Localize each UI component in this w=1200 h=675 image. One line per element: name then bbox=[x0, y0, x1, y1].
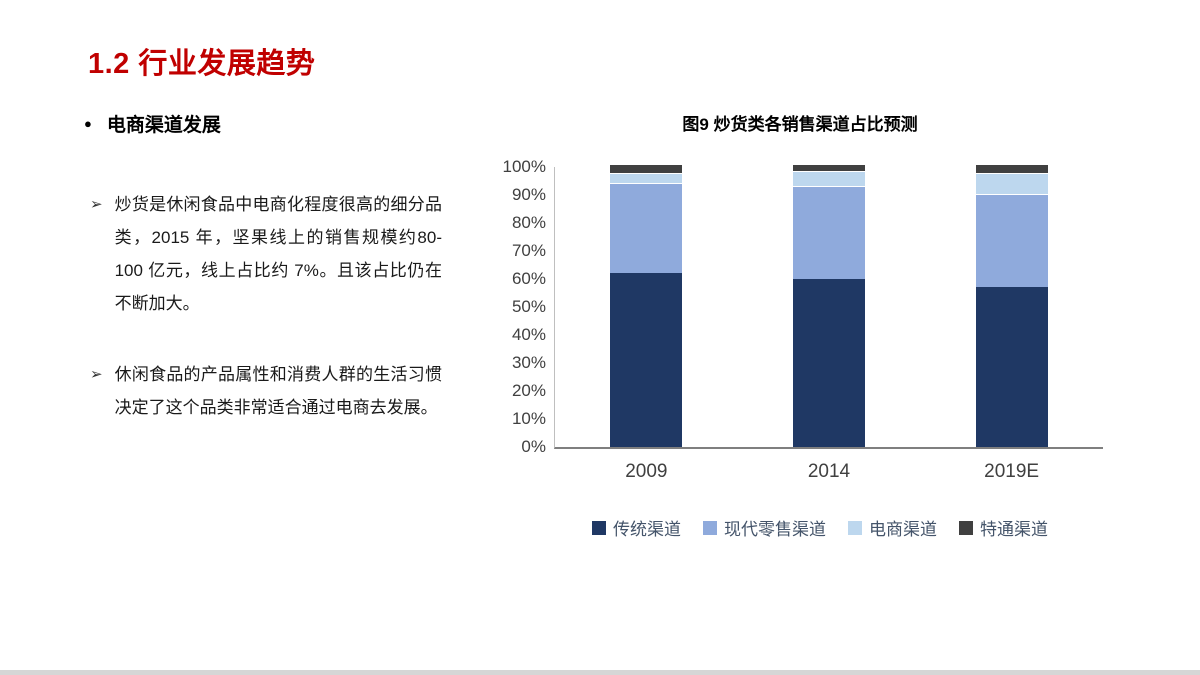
y-axis-tick-label: 40% bbox=[511, 325, 546, 344]
y-axis: 100% 90% 80% 70% 60% 50% 40% 30% 20% 10% 0% bbox=[490, 157, 554, 456]
y-axis-tick-label: 10% bbox=[511, 409, 546, 428]
legend-swatch-icon bbox=[848, 520, 862, 535]
chart-legend: 传统渠道 现代零售渠道 电商渠道 特通渠道 bbox=[490, 515, 1150, 540]
bar-column: 2014 bbox=[792, 164, 865, 482]
stacked-bar bbox=[610, 164, 683, 447]
paragraph-text: 休闲食品的产品属性和消费人群的生活习惯决定了这个品类非常适合通过电商去发展。 bbox=[114, 365, 442, 417]
arrow-bullet-icon: ➢ bbox=[90, 196, 103, 213]
bar-segment bbox=[792, 279, 865, 447]
y-axis-tick-label: 80% bbox=[511, 213, 546, 232]
y-axis-tick-label: 60% bbox=[511, 269, 546, 288]
x-axis-label: 2009 bbox=[625, 461, 668, 482]
paragraph: ➢ 炒货是休闲食品中电商化程度很高的细分品类，2015 年，坚果线上的销售规模约… bbox=[90, 188, 442, 320]
bar-column: 2009 bbox=[610, 164, 683, 482]
chart-title: 图9 炒货类各销售渠道占比预测 bbox=[682, 115, 918, 134]
bar-segment bbox=[610, 273, 683, 447]
bar-segment bbox=[975, 164, 1048, 174]
legend-item: 传统渠道 bbox=[592, 515, 681, 540]
paragraph: ➢ 休闲食品的产品属性和消费人群的生活习惯决定了这个品类非常适合通过电商去发展。 bbox=[90, 358, 442, 424]
chart-block: 图9 炒货类各销售渠道占比预测 100% 90% 80% 70% 60% 50% 40% 30… bbox=[490, 110, 1150, 540]
bar-segment bbox=[610, 164, 683, 174]
section-title: 电商渠道发展 bbox=[106, 115, 221, 136]
y-axis-tick-label: 70% bbox=[511, 241, 546, 260]
y-axis-tick-label: 30% bbox=[511, 353, 546, 372]
slide-bottom-border bbox=[0, 670, 1200, 675]
legend-item: 电商渠道 bbox=[848, 515, 937, 540]
legend-swatch-icon bbox=[592, 520, 606, 535]
legend-item: 现代零售渠道 bbox=[703, 515, 826, 540]
text-column: ➢ 炒货是休闲食品中电商化程度很高的细分品类，2015 年，坚果线上的销售规模约… bbox=[90, 188, 442, 462]
legend-item: 特通渠道 bbox=[959, 515, 1048, 540]
x-axis-label: 2019E bbox=[984, 461, 1040, 482]
y-axis-tick-label: 100% bbox=[502, 157, 546, 176]
bar-segment bbox=[975, 287, 1048, 447]
bar-column: 2019E bbox=[975, 164, 1048, 482]
legend-label: 现代零售渠道 bbox=[724, 520, 826, 539]
legend-label: 传统渠道 bbox=[613, 520, 681, 539]
bullet-icon: ● bbox=[84, 116, 92, 131]
x-axis-label: 2014 bbox=[807, 461, 851, 482]
bar-segment bbox=[610, 182, 683, 274]
bar-segment bbox=[792, 164, 865, 171]
section-header: ● 电商渠道发展 bbox=[84, 110, 221, 137]
slide-title: 1.2 行业发展趋势 bbox=[88, 48, 316, 80]
stacked-bar bbox=[975, 164, 1048, 447]
plot-area: 2009 2014 2019E bbox=[554, 164, 1103, 482]
paragraph-text: 炒货是休闲食品中电商化程度很高的细分品类，2015 年，坚果线上的销售规模约80… bbox=[114, 195, 442, 313]
y-axis-tick-label: 20% bbox=[511, 381, 546, 400]
legend-swatch-icon bbox=[959, 520, 973, 535]
y-axis-tick-label: 0% bbox=[521, 437, 546, 456]
bar-segment bbox=[792, 185, 865, 279]
stacked-bar bbox=[792, 164, 865, 447]
bar-segment bbox=[975, 173, 1048, 195]
bar-segment bbox=[975, 194, 1048, 288]
y-axis-tick-label: 90% bbox=[511, 185, 546, 204]
legend-label: 特通渠道 bbox=[980, 520, 1048, 539]
bar-segment bbox=[792, 170, 865, 186]
bar-segment bbox=[610, 173, 683, 183]
arrow-bullet-icon: ➢ bbox=[90, 366, 103, 383]
legend-label: 电商渠道 bbox=[869, 520, 937, 539]
stacked-bar-chart: 100% 90% 80% 70% 60% 50% 40% 30% 20% 10% 0% 2009 20… bbox=[490, 157, 1150, 482]
legend-swatch-icon bbox=[703, 520, 717, 535]
y-axis-tick-label: 50% bbox=[511, 297, 546, 316]
